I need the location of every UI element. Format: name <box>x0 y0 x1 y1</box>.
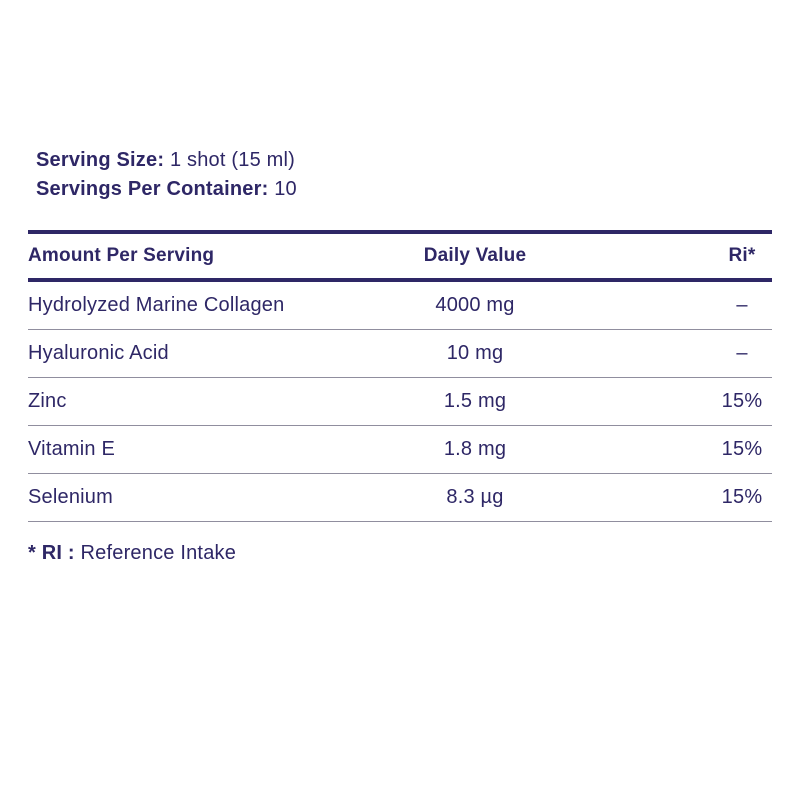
nutrient-name: Vitamin E <box>28 438 116 460</box>
nutrient-ri: 15% <box>721 438 763 460</box>
serving-size-value: 1 shot (15 ml) <box>164 149 296 171</box>
nutrient-amount: 10 mg <box>446 342 504 364</box>
table-row: Zinc 1.5 mg 15% <box>28 378 772 426</box>
header-amount-per-serving: Amount Per Serving <box>28 245 215 266</box>
footnote-value: Reference Intake <box>74 542 237 564</box>
table-row: Selenium 8.3 µg 15% <box>28 474 772 522</box>
supplement-facts-panel: Serving Size: 1 shot (15 ml) Servings Pe… <box>28 146 772 565</box>
header-ri: Ri* <box>728 245 756 266</box>
nutrient-amount: 4000 mg <box>435 294 515 316</box>
serving-size-line: Serving Size: 1 shot (15 ml) <box>36 146 772 175</box>
nutrient-amount: 1.8 mg <box>443 438 507 460</box>
header-daily-value: Daily Value <box>423 245 527 266</box>
nutrient-name: Selenium <box>28 486 113 508</box>
table-header-row: Amount Per Serving Daily Value Ri* <box>28 234 772 282</box>
nutrient-ri: – <box>736 294 748 316</box>
servings-per-container-value: 10 <box>268 178 297 200</box>
table-row: Hydrolyzed Marine Collagen 4000 mg – <box>28 282 772 330</box>
table-row: Vitamin E 1.8 mg 15% <box>28 426 772 474</box>
nutrient-ri: – <box>736 342 748 364</box>
table-row: Hyaluronic Acid 10 mg – <box>28 330 772 378</box>
footnote-label: * RI : <box>28 542 75 564</box>
nutrient-amount: 8.3 µg <box>446 486 504 508</box>
nutrient-name: Zinc <box>28 390 67 412</box>
reference-intake-footnote: * RI : Reference Intake <box>28 542 772 565</box>
servings-per-container-line: Servings Per Container: 10 <box>36 175 772 204</box>
servings-per-container-label: Servings Per Container: <box>36 178 269 200</box>
serving-size-label: Serving Size: <box>36 149 165 171</box>
nutrient-ri: 15% <box>721 390 763 412</box>
serving-info: Serving Size: 1 shot (15 ml) Servings Pe… <box>36 146 772 204</box>
nutrient-name: Hydrolyzed Marine Collagen <box>28 294 285 316</box>
nutrient-amount: 1.5 mg <box>443 390 507 412</box>
nutrient-name: Hyaluronic Acid <box>28 342 169 364</box>
nutrition-table: Amount Per Serving Daily Value Ri* Hydro… <box>28 230 772 522</box>
nutrient-ri: 15% <box>721 486 763 508</box>
